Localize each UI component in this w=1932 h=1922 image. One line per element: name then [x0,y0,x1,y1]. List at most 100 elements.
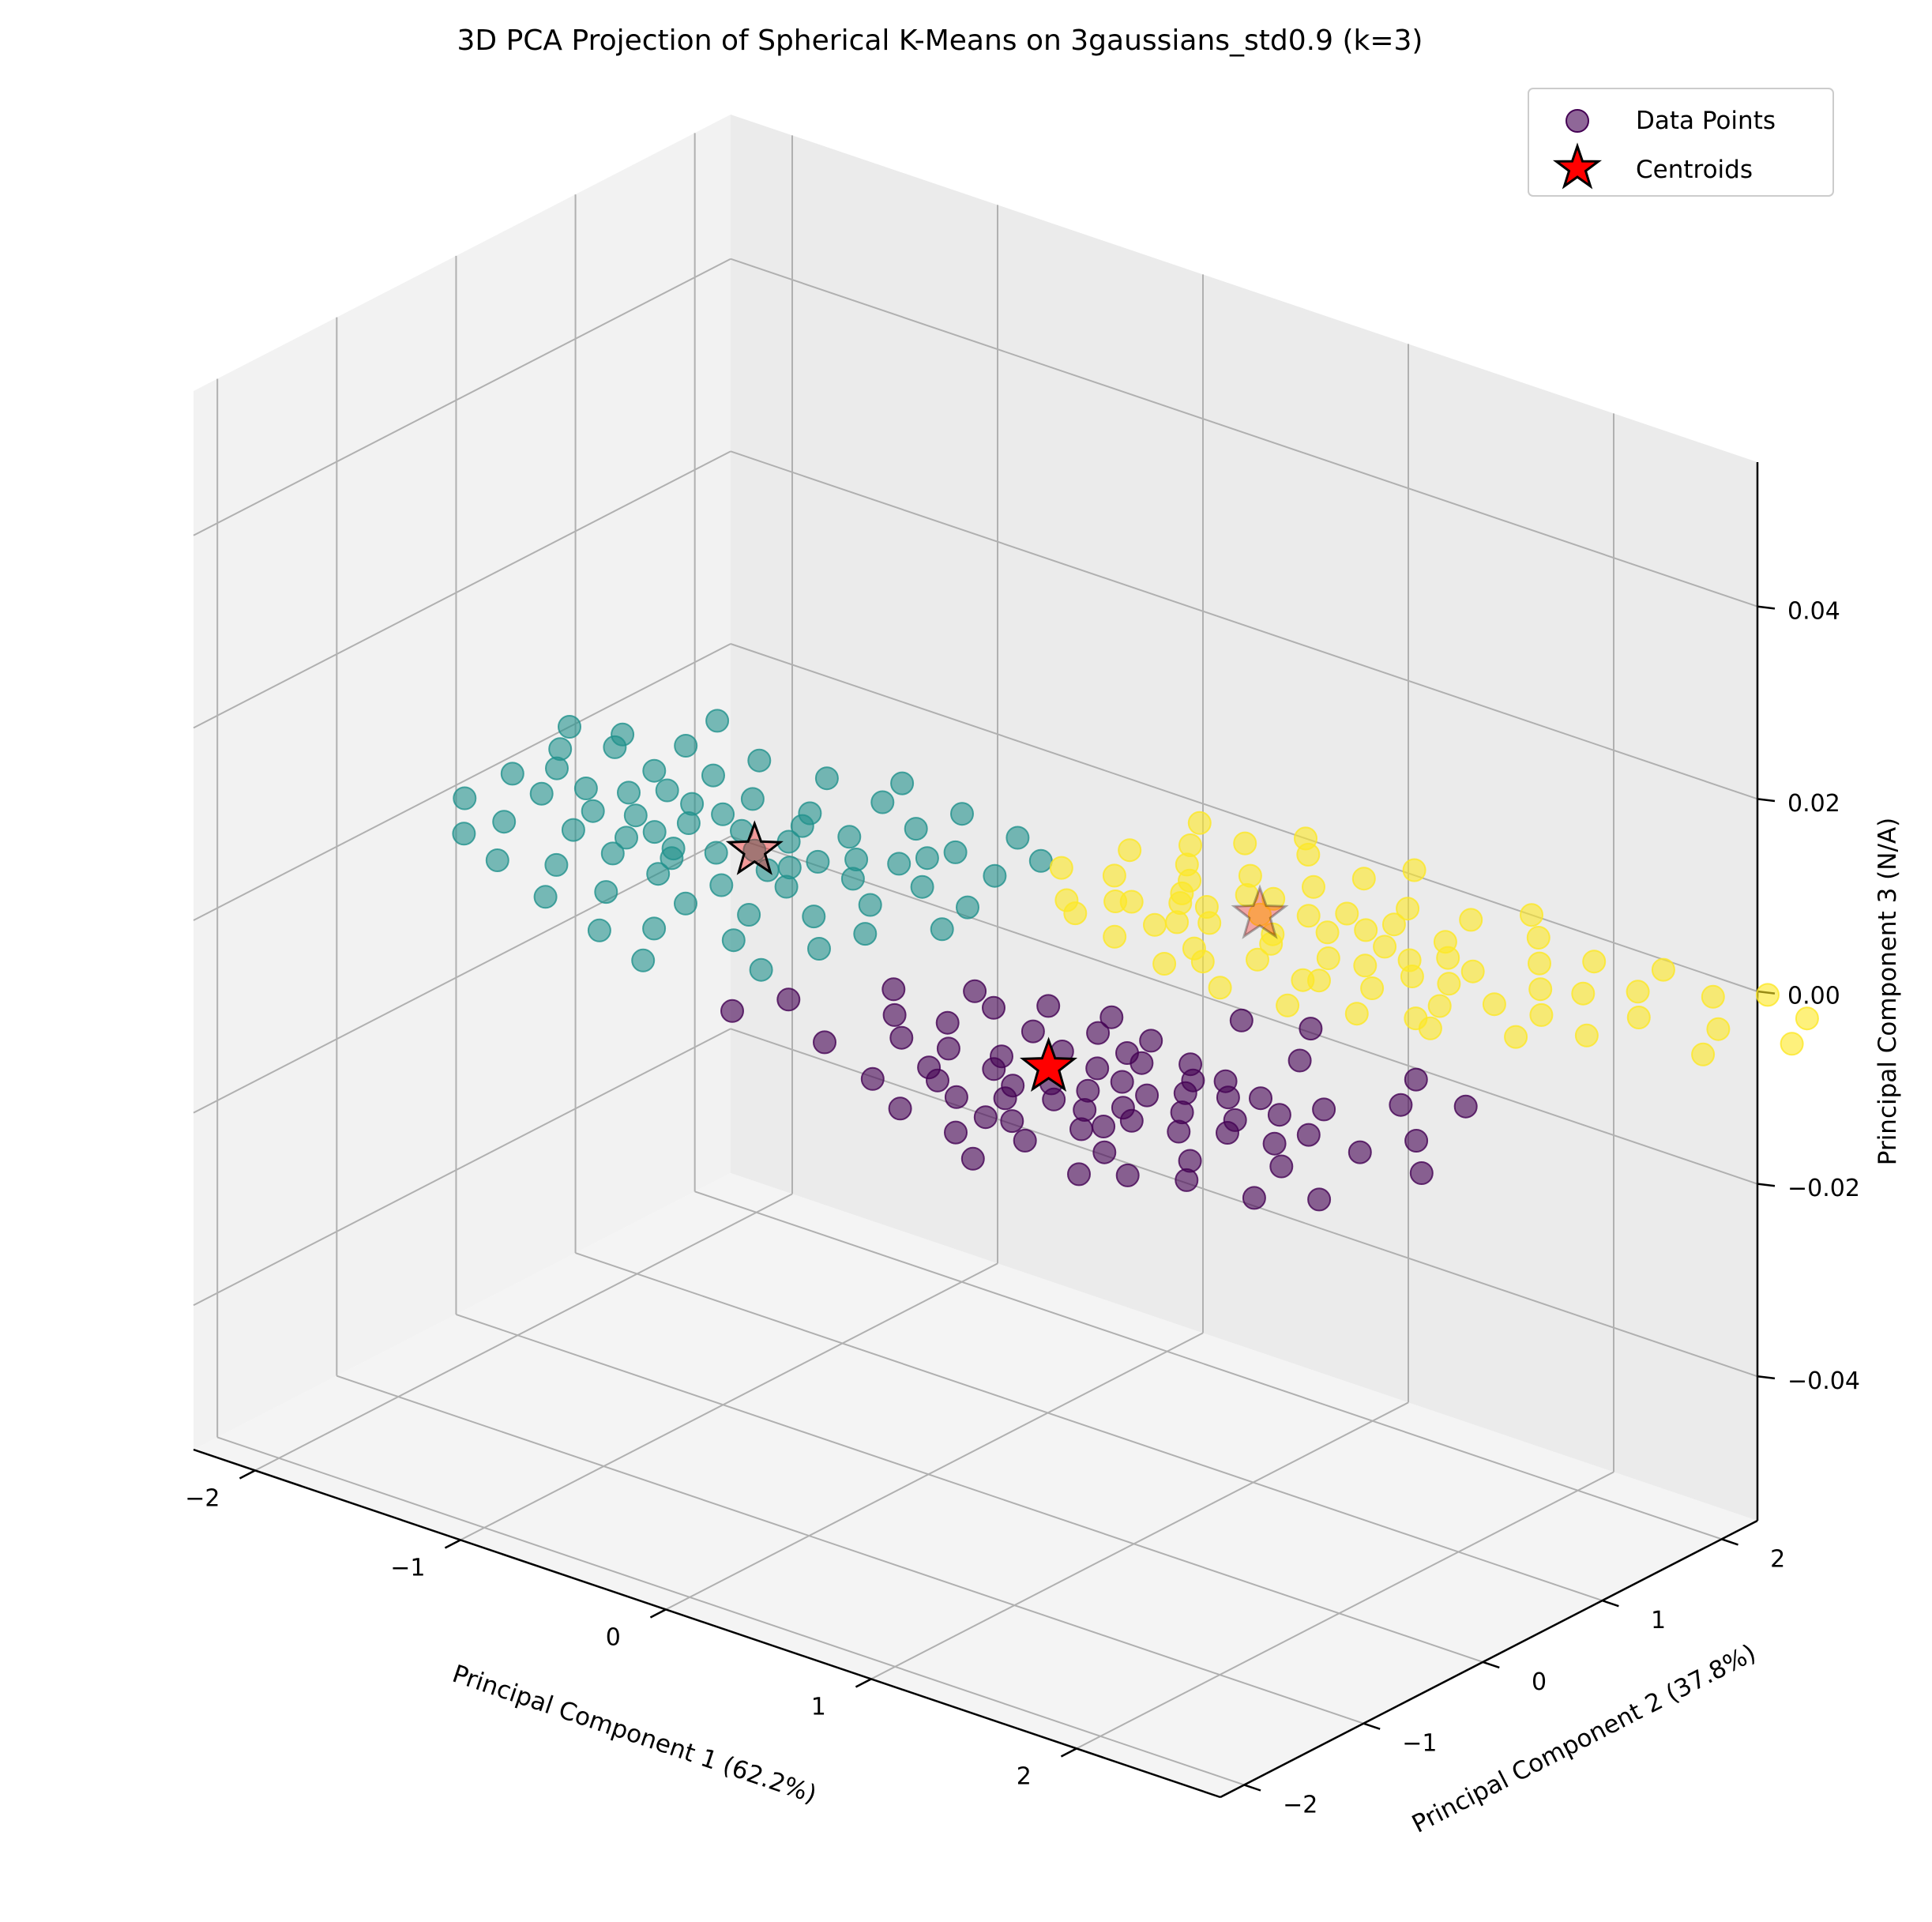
legend-label-data-points: Data Points [1636,107,1776,135]
data-point [790,814,814,838]
data-point [1235,882,1259,907]
y-axis-tick-label: 1 [1651,1607,1666,1634]
data-point [1246,947,1269,972]
data-point [558,715,581,739]
data-point [1353,953,1378,978]
y-axis-tick [1483,1661,1500,1669]
data-point [1036,994,1061,1018]
x-axis-tick [855,1678,872,1688]
data-point [623,803,648,828]
data-point [492,810,517,834]
data-point [1168,891,1193,916]
data-point [711,802,735,826]
y-axis-tick-label: −1 [1402,1730,1437,1758]
data-point [747,748,772,773]
data-point [1756,983,1780,1007]
x-axis-tick-label: 2 [1017,1763,1032,1791]
gridline-z-left [193,643,731,921]
gridline-z-left [193,1028,731,1307]
y-axis-tick [1721,1538,1738,1546]
data-point [1076,1078,1100,1103]
data-point [1312,1097,1336,1122]
data-point [737,903,761,927]
data-point [1178,1149,1202,1173]
data-point [485,848,509,872]
centroid-star [725,820,784,875]
data-point [1115,1163,1140,1187]
data-point [1173,1081,1197,1105]
data-point [1529,1002,1554,1027]
data-point [642,820,667,844]
data-point [1269,1154,1294,1179]
centroid-star [1231,884,1289,939]
data-point [1248,902,1272,927]
data-point [1110,1070,1134,1094]
data-point [944,1120,968,1145]
data-point [594,880,618,905]
legend-star-icon [1552,142,1603,190]
gridline-z-back [730,258,1758,607]
x-axis-line [193,1448,1221,1799]
data-point [1021,1019,1045,1044]
data-point [887,852,911,876]
z-axis-tick-label: 0.02 [1787,790,1840,818]
data-point [888,1096,912,1121]
data-point [840,867,865,891]
x-axis-tick-label: −1 [390,1555,425,1582]
data-point [1335,901,1359,926]
data-point [915,846,939,871]
data-point [674,734,698,758]
y-axis-tick-label: −2 [1283,1791,1317,1819]
data-point [1287,1048,1312,1073]
data-point [1360,976,1385,1000]
data-point [573,777,598,800]
data-point [646,862,671,886]
data-point [853,922,878,946]
data-point [1528,977,1553,1002]
data-point [1706,1017,1731,1041]
data-point [1453,1094,1478,1119]
gridline-x-floor [460,1262,998,1541]
data-point [680,792,705,816]
data-point [1651,957,1675,982]
pane-floor [194,1173,1757,1797]
data-point [1229,1008,1254,1032]
data-point [844,848,869,871]
data-point [1178,833,1202,857]
data-point [1795,1006,1819,1031]
data-point [776,987,801,1012]
data-point [1238,863,1262,888]
data-point [603,735,627,759]
data-point [807,937,831,961]
data-point [860,1066,885,1091]
data-point [944,1085,968,1109]
data-point [1574,1023,1599,1048]
gridline-y-floor [336,1375,1364,1725]
data-point [963,979,987,1003]
data-point [881,977,906,1002]
data-point [581,799,605,823]
data-point [814,766,839,791]
x-axis-tick-label: 0 [606,1624,621,1652]
z-axis-tick [1757,798,1776,803]
data-point [1396,897,1420,921]
data-point [1139,1029,1163,1053]
data-point [943,840,968,864]
data-point [1296,904,1321,928]
data-point [890,771,915,796]
data-point [1582,950,1607,974]
data-point [600,841,625,866]
data-point [1302,874,1325,899]
x-axis-label: Principal Component 1 (62.2%) [449,1660,820,1809]
gridline-x-floor [1076,1471,1614,1750]
data-point [982,1057,1006,1081]
centroid-markers [725,820,1289,1092]
data-point [1242,1186,1266,1210]
data-point [1118,838,1142,863]
data-point [1418,1016,1442,1040]
gridline-y-floor [694,1190,1722,1540]
data-point [1233,831,1257,856]
data-point [1102,863,1126,888]
data-point [529,781,554,806]
